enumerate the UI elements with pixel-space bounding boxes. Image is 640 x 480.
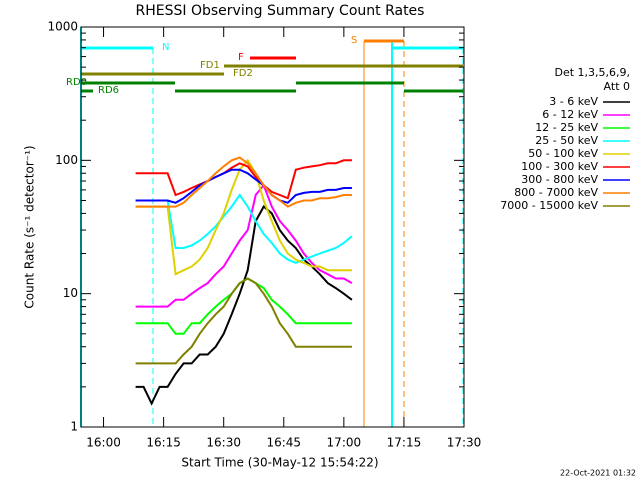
legend-label: 300 - 800 keV [521,173,598,186]
y-tick-label: 10 [63,286,78,300]
series-line [135,159,352,200]
legend-label: 6 - 12 keV [542,108,598,121]
y-tick-label: 1 [70,420,78,434]
legend-label: 100 - 300 keV [521,160,598,173]
legend-label: 25 - 50 keV [535,134,598,147]
series-line [135,156,352,208]
chart-title: RHESSI Observing Summary Count Rates [136,3,425,19]
x-tick-label: 16:30 [206,436,241,450]
y-tick-label: 100 [55,153,78,167]
series-line [135,168,352,204]
x-tick-label: 17:00 [327,436,362,450]
axes-frame [80,26,465,428]
annotation: RD0 [66,77,87,88]
x-tick-label: 16:15 [146,436,181,450]
annotation: N [162,42,169,53]
footer: 22-Oct-2021 01:32 [560,469,636,478]
legend-title: Det 1,3,5,6,9, [554,66,630,79]
legend-label: 3 - 6 keV [549,95,598,108]
legend-label: 12 - 25 keV [535,121,598,134]
annotation: S [351,35,357,46]
legend-label: 7000 - 15000 keV [500,199,598,212]
x-tick-label: 16:45 [266,436,301,450]
x-tick-label: 17:30 [447,436,482,450]
y-tick-label: 1000 [47,20,78,34]
series-line [135,193,353,264]
legend-label: 800 - 7000 keV [514,186,598,199]
annotation: FD1 [200,60,220,71]
annotation: RD6 [98,85,119,96]
legend-title: Att 0 [604,80,630,93]
y-axis-label: Count Rate (s⁻¹ detector⁻¹) [23,145,37,308]
annotation: F [238,52,244,63]
legend-label: 50 - 100 keV [528,147,598,160]
x-axis-label: Start Time (30-May-12 15:54:22) [181,456,378,470]
x-tick-label: 17:15 [387,436,422,450]
annotation: FD2 [233,68,253,79]
flag-bars [80,27,464,427]
series-line [135,277,352,365]
x-tick-label: 16:00 [86,436,121,450]
